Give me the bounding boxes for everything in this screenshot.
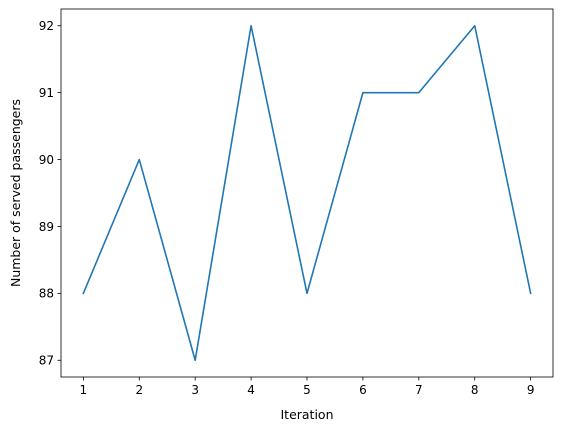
x-axis-label: Iteration <box>280 407 333 422</box>
x-tick-label: 9 <box>527 383 535 397</box>
y-tick-label: 88 <box>39 287 54 301</box>
x-tick-label: 5 <box>303 383 311 397</box>
y-tick-label: 87 <box>39 354 54 368</box>
y-tick-label: 90 <box>39 153 54 167</box>
y-axis-ticks: 87 88 89 90 91 92 <box>39 19 61 368</box>
x-tick-label: 1 <box>80 383 88 397</box>
x-tick-label: 4 <box>247 383 255 397</box>
series-layer <box>82 24 532 362</box>
x-tick-label: 8 <box>471 383 479 397</box>
x-tick-label: 2 <box>135 383 143 397</box>
y-tick-label: 89 <box>39 220 54 234</box>
y-tick-label: 91 <box>39 86 54 100</box>
y-tick-label: 92 <box>39 19 54 33</box>
x-tick-label: 6 <box>359 383 367 397</box>
x-tick-label: 3 <box>191 383 199 397</box>
series-line-1 <box>82 24 532 362</box>
x-axis-ticks: 1 2 3 4 5 6 7 8 9 <box>80 377 535 397</box>
x-tick-label: 7 <box>415 383 423 397</box>
y-axis-label: Number of served passengers <box>8 99 23 287</box>
